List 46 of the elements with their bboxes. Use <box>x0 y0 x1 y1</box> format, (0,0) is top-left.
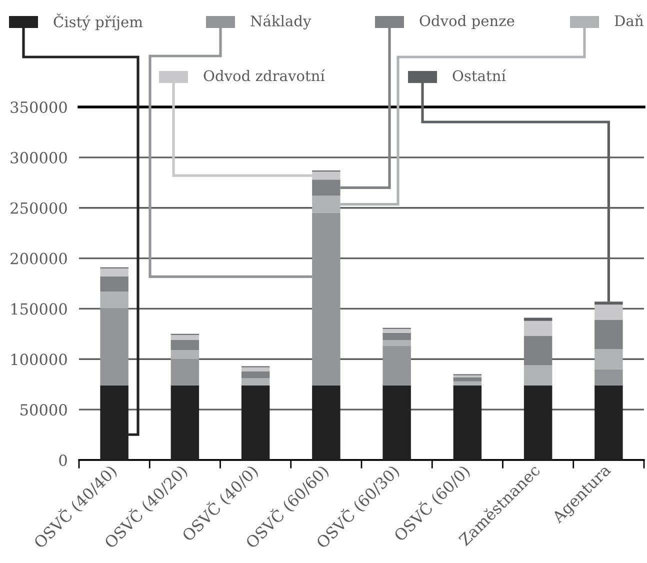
bar <box>594 304 623 320</box>
y-tick-label: 50000 <box>20 404 67 416</box>
y-tick-label: 0 <box>59 454 67 466</box>
bar <box>170 340 200 350</box>
legend-label: Daň <box>614 14 644 26</box>
bar <box>453 385 482 460</box>
bar <box>382 328 411 333</box>
bar <box>453 377 482 382</box>
bar <box>594 349 623 370</box>
bar <box>241 385 270 460</box>
y-tick-label: 350000 <box>10 101 67 114</box>
bar <box>100 268 128 276</box>
bar <box>524 318 552 321</box>
bar <box>382 332 411 340</box>
legend-label: Náklady <box>250 14 312 30</box>
y-tick-label: 300000 <box>10 152 67 164</box>
bar <box>100 276 128 292</box>
legend-label: Odvod penze <box>420 14 514 30</box>
y-tick-label: 250000 <box>10 202 67 214</box>
bar <box>241 378 270 386</box>
bar <box>170 359 200 386</box>
bar <box>524 320 552 336</box>
legend-label: Čistý příjem <box>54 14 143 30</box>
bar <box>524 336 552 366</box>
bar <box>382 346 411 386</box>
bar <box>170 385 200 460</box>
bar <box>524 385 552 460</box>
y-tick-label: 200000 <box>10 252 67 264</box>
bar <box>170 334 200 340</box>
y-tick-label: 150000 <box>11 303 67 315</box>
bar <box>382 340 411 346</box>
bar <box>170 350 200 360</box>
bar <box>382 385 411 460</box>
bar <box>312 385 340 460</box>
bar <box>241 367 270 372</box>
bar <box>241 371 270 378</box>
bar <box>100 292 128 308</box>
bar <box>594 385 623 460</box>
bar <box>524 365 552 386</box>
bar <box>594 320 623 350</box>
legend-label: Odvod zdravotní <box>204 69 325 82</box>
bar <box>594 369 623 386</box>
bar <box>100 308 128 386</box>
legend-label: Ostatní <box>452 69 506 82</box>
bar <box>453 381 482 386</box>
y-tick-label: 100000 <box>11 354 67 366</box>
